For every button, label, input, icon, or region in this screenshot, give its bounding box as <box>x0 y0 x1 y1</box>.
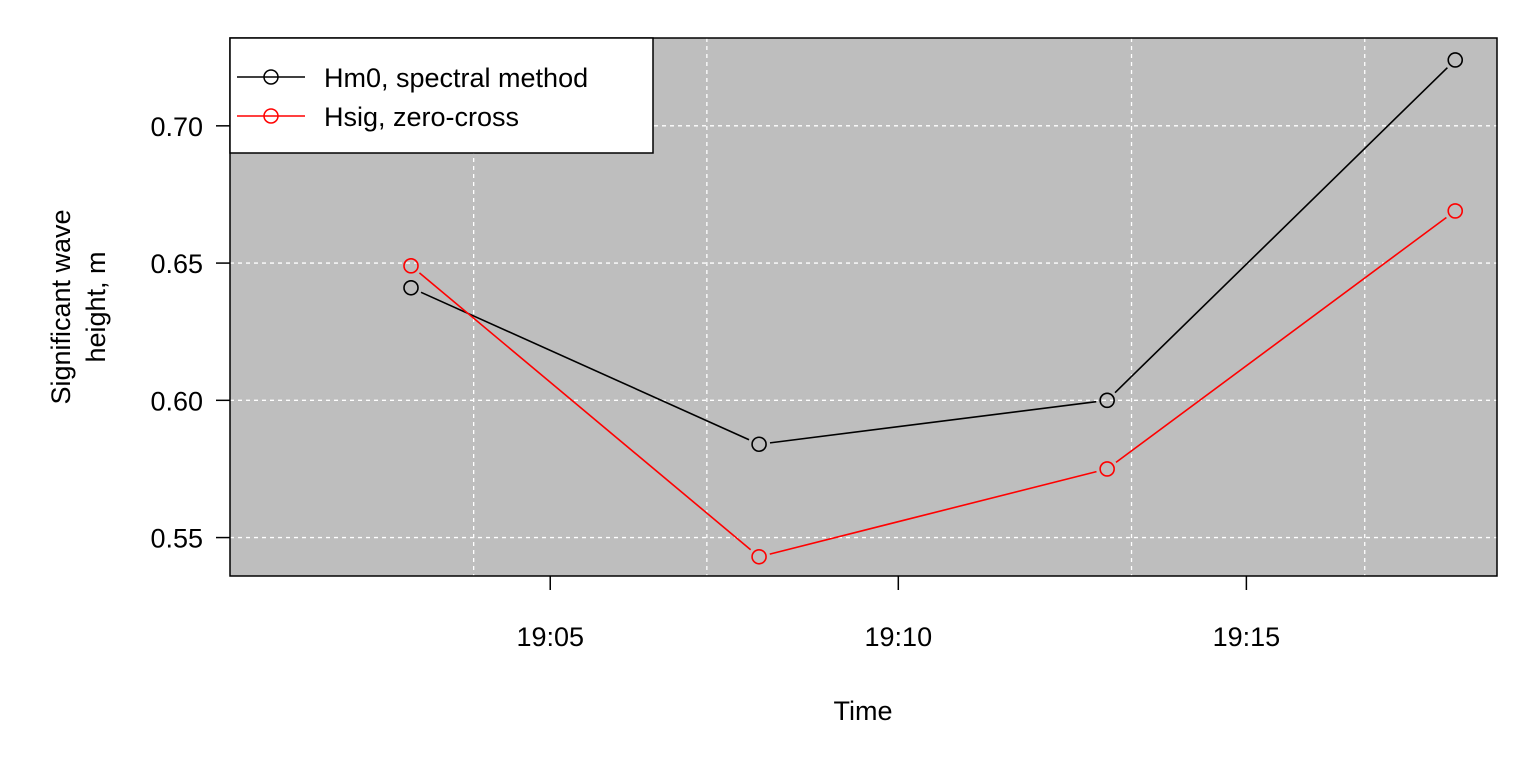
x-tick-label: 19:15 <box>1213 622 1281 652</box>
legend-label-hm0: Hm0, spectral method <box>324 63 588 93</box>
plot-border <box>229 37 1498 577</box>
data-point <box>403 279 419 296</box>
data-point <box>1099 461 1115 477</box>
y-tick-label: 0.60 <box>150 386 203 416</box>
series-0 <box>403 52 1464 453</box>
data-point <box>1447 52 1464 68</box>
y-axis-title-line2: height, m <box>81 251 111 362</box>
data-point <box>751 548 767 565</box>
legend-marker-hsig <box>263 108 279 124</box>
y-axis-title: Significant wave height, m <box>46 209 111 404</box>
y-tick-label: 0.70 <box>150 112 203 142</box>
legend-marker-hm0 <box>263 69 279 85</box>
series-1 <box>403 203 1464 565</box>
series-segment <box>420 291 750 441</box>
x-tick-label: 19:05 <box>516 622 584 652</box>
x-axis-title: Time <box>834 696 893 726</box>
y-axis-title-line1: Significant wave <box>46 209 76 404</box>
legend-label-hsig: Hsig, zero-cross <box>324 102 519 132</box>
axes: 19:05 19:10 19:15 0.55 0.60 0.65 0.70 <box>150 112 1280 652</box>
data-point <box>403 258 419 274</box>
data-point <box>751 436 767 453</box>
data-point <box>1099 392 1115 409</box>
data-point <box>1447 203 1464 219</box>
y-tick-label: 0.55 <box>150 524 203 554</box>
series-segment <box>418 272 752 551</box>
series-segment <box>1115 216 1447 464</box>
series-segment <box>769 400 1097 444</box>
series-layer <box>403 52 1464 565</box>
legend: Hm0, spectral method Hsig, zero-cross <box>229 37 654 154</box>
series-segment <box>769 470 1097 555</box>
x-tick-label: 19:10 <box>865 622 933 652</box>
series-segment <box>1114 67 1448 394</box>
y-tick-label: 0.65 <box>150 249 203 279</box>
legend-box <box>229 37 654 154</box>
